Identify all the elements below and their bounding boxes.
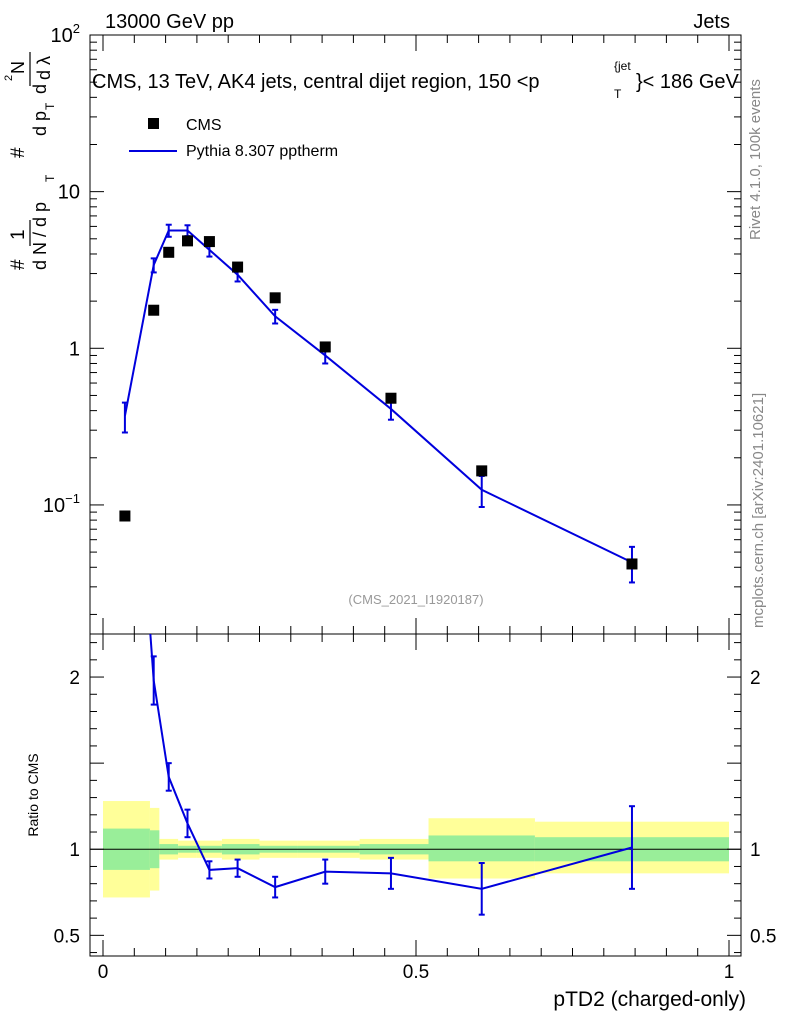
legend-pythia-label: Pythia 8.307 pptherm [186, 143, 338, 160]
ylabel-n: N [8, 61, 28, 74]
main-ytick-label-2: 1 [69, 338, 80, 360]
ratio-ytick-label-right-2: 0.5 [750, 926, 776, 947]
ylabel-hash2: # [8, 147, 29, 158]
ylabel-sub-t2: T [43, 102, 57, 110]
cms-point-10 [626, 558, 638, 570]
ylabel-dn-dpt: d N / d p [30, 202, 50, 270]
data-marks [119, 223, 638, 916]
cms-point-0 [119, 510, 131, 522]
ratio-ylabel: Ratio to CMS [25, 753, 41, 836]
analysis-id: (CMS_2021_I1920187) [348, 592, 483, 607]
x-axis-title: pTD2 (charged-only) [553, 988, 746, 1011]
cms-point-8 [385, 392, 397, 404]
ylabel-d: d [30, 84, 50, 94]
legend: CMS Pythia 8.307 pptherm [129, 117, 338, 160]
rivet-version: Rivet 4.1.0, 100k events [747, 79, 764, 240]
ratio-frame [89, 633, 742, 957]
cms-point-6 [269, 292, 281, 304]
ylabel-one: 1 [8, 229, 29, 240]
ratio-ytick-label-1: 1 [69, 840, 80, 861]
mcplots-reference: mcplots.cern.ch [arXiv:2401.10621] [750, 393, 767, 628]
cms-point-7 [319, 341, 331, 353]
ratio-ytick-label-right-0: 2 [750, 668, 761, 689]
title-main: CMS, 13 TeV, AK4 jets, central dijet reg… [92, 71, 540, 93]
axis-ticks: 102 10 1 10−1 0 0.5 1 2 2 1 1 0.5 0.5 [43, 21, 777, 983]
title-tail: }< 186 GeV [636, 71, 740, 93]
title-superscript: {jet [614, 59, 631, 73]
xtick-label-0: 0 [98, 962, 109, 983]
energy-label: 13000 GeV pp [105, 11, 234, 33]
cms-point-4 [203, 236, 215, 248]
ylabel-sup-2: 2 [3, 75, 15, 81]
main-ytick-label-0: 102 [51, 21, 80, 47]
process-label: Jets [693, 11, 730, 33]
legend-cms-label: CMS [186, 117, 222, 134]
legend-cms-marker [148, 118, 159, 129]
cms-point-3 [182, 235, 194, 247]
chart-title: CMS, 13 TeV, AK4 jets, central dijet reg… [92, 59, 740, 101]
cms-point-9 [476, 465, 488, 477]
cms-point-1 [148, 304, 160, 316]
main-ytick-label-3: 10−1 [43, 491, 80, 517]
ylabel-dpt: d p [30, 111, 50, 136]
ratio-ytick-label-right-1: 1 [750, 840, 761, 861]
xtick-label-1: 0.5 [403, 962, 429, 983]
pythia-line [123, 229, 633, 564]
ratio-ytick-label-2: 0.5 [54, 926, 80, 947]
ratio-ytick-label-0: 2 [69, 668, 80, 689]
cms-point-5 [232, 261, 244, 273]
cms-point-2 [163, 246, 175, 258]
y-axis-title: # 1 d N / d p T # d p T d 2 N d λ [3, 52, 57, 270]
title-subscript: T [614, 87, 622, 101]
inner-band-9 [428, 835, 535, 862]
ylabel-hash: # [8, 259, 29, 270]
ylabel-sub-t1: T [43, 174, 57, 182]
ylabel-dlambda: d λ [34, 56, 54, 80]
ratio-series [149, 634, 635, 916]
xtick-label-2: 1 [724, 962, 735, 983]
ratio-line [149, 634, 633, 890]
main-ytick-label-1: 10 [58, 182, 80, 204]
